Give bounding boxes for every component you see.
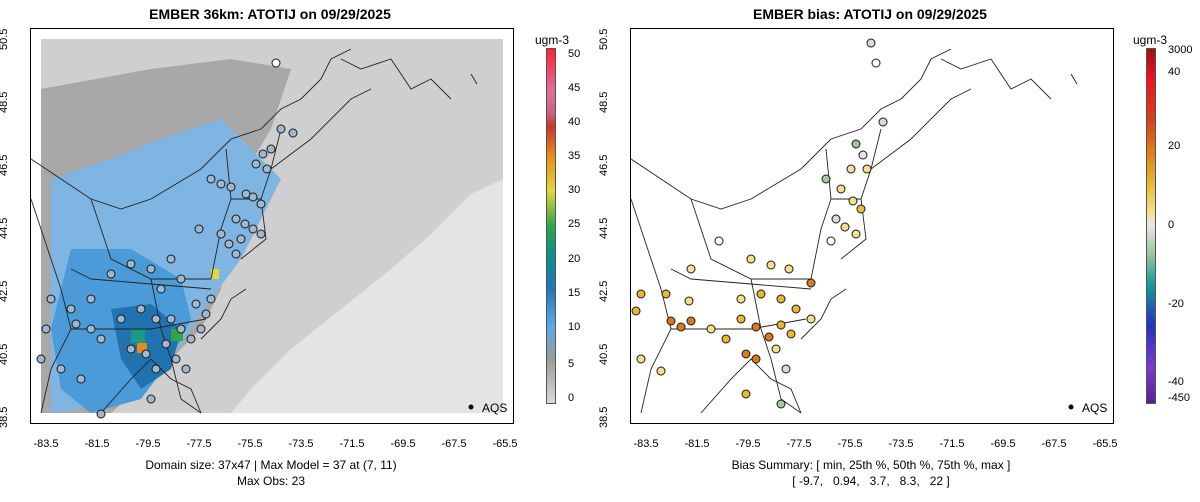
x-tick-label: -79.5 [135,438,161,450]
colorbar-tick: 10 [568,321,581,333]
left-legend: AQS [482,401,507,415]
colorbar-tick: 0 [1168,219,1175,231]
left-map-title: EMBER 36km: ATOTIJ on 09/29/2025 [149,6,391,22]
y-tick-label: 46.5 [598,154,610,176]
y-tick-label: 40.5 [598,343,610,365]
colorbar-tick: -40 [1168,376,1184,388]
colorbar-tick: 20 [568,253,581,265]
y-tick-label: 48.5 [598,91,610,113]
left-map-plot [30,28,514,424]
x-tick-label: -83.5 [33,438,59,450]
x-tick-label: -67.5 [441,438,467,450]
y-tick-label: 50.5 [598,28,610,50]
state-boundaries [31,48,478,414]
right-map-canvas [631,38,1078,414]
colorbar-tick: 40 [1168,66,1181,78]
x-tick-label: -75.5 [237,438,263,450]
x-tick-label: -73.5 [888,438,914,450]
y-tick-label: 40.5 [0,343,10,365]
y-tick-label: 50.5 [0,28,10,50]
colorbar-tick: -20 [1168,298,1184,310]
x-tick-label: -71.5 [939,438,965,450]
bias-summary-values: [ -9.7, 0.94, 3.7, 8.3, 22 ] [792,474,950,488]
x-tick-label: -81.5 [84,438,110,450]
y-tick-label: 38.5 [0,406,10,428]
bias-summary-header: Bias Summary: [ min, 25th %, 50th %, 75t… [731,458,1011,472]
colorbar-tick: 50 [568,48,581,60]
x-tick-label: -77.5 [786,438,812,450]
aqs-legend-dot [1068,404,1074,410]
right-map-title: EMBER bias: ATOTIJ on 09/29/2025 [753,6,987,22]
aqs-legend-label: AQS [482,401,508,415]
x-tick-label: -79.5 [735,438,761,450]
y-tick-label: 38.5 [598,406,610,428]
colorbar-tick: 20 [1168,140,1181,152]
left-caption-line2: Max Obs: 23 [236,474,306,488]
max-model-cell [137,343,147,353]
colorbar-tick: 40 [568,116,581,128]
y-tick-label: 42.5 [598,280,610,302]
left-colorbar [546,48,556,404]
aqs-legend-dot [468,404,474,410]
right-map-plot [630,28,1114,424]
x-tick-label: -77.5 [186,438,212,450]
bias-panel: EMBER bias: ATOTIJ on 09/29/2025 [598,0,1200,502]
observation-markers [36,58,298,419]
y-tick-label: 48.5 [0,91,10,113]
right-legend: AQS [1082,401,1107,415]
bias-markers [631,38,888,409]
x-tick-label: -65.5 [492,438,518,450]
x-tick-label: -81.5 [684,438,710,450]
x-tick-label: -69.5 [390,438,416,450]
colorbar-tick: 35 [568,150,581,162]
x-tick-label: -67.5 [1041,438,1067,450]
model-concentration-panel: EMBER 36km: ATOTIJ on 09/29/2025 [0,6,581,488]
y-tick-label: 44.5 [0,217,10,239]
right-colorbar [1146,48,1156,404]
colorbar-tick: 3000 [1168,44,1193,56]
left-colorbar-unit: ugm-3 [535,33,570,47]
colorbar-tick: 45 [568,82,581,94]
colorbar-tick: 5 [568,358,575,370]
right-colorbar-unit: ugm-3 [1133,33,1168,47]
x-tick-label: -83.5 [633,438,659,450]
colorbar-tick: 0 [568,392,575,404]
colorbar-tick: -450 [1168,392,1191,404]
x-tick-label: -75.5 [837,438,863,450]
colorbar-tick: 25 [568,218,581,230]
peak-cell [211,269,219,279]
colorbar-tick: 30 [568,184,581,196]
x-tick-label: -71.5 [339,438,365,450]
x-tick-label: -69.5 [990,438,1016,450]
left-caption-line1: Domain size: 37x47 | Max Model = 37 at (… [145,458,397,472]
aqs-legend-label: AQS [1082,401,1108,415]
x-tick-label: -73.5 [288,438,314,450]
peak-cell [131,329,145,343]
left-map-canvas [31,39,503,419]
x-tick-label: -65.5 [1092,438,1118,450]
y-tick-label: 42.5 [0,280,10,302]
colorbar-tick: 15 [568,287,581,299]
y-tick-label: 44.5 [598,217,610,239]
y-tick-label: 46.5 [0,154,10,176]
low-concentration-region [231,179,503,413]
